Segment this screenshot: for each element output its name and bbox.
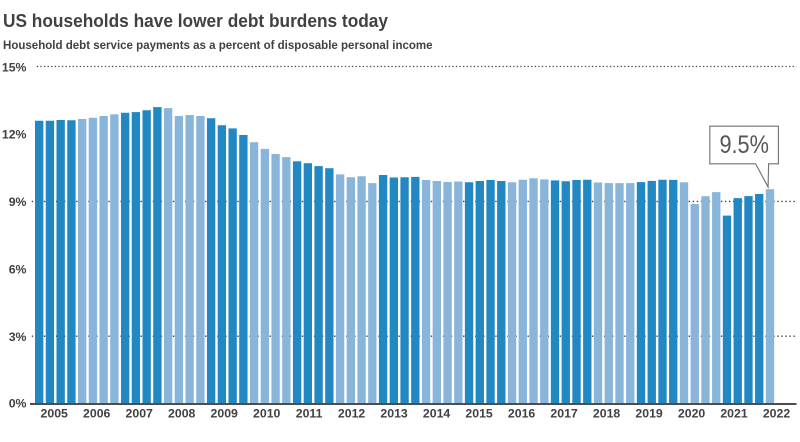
svg-text:2011: 2011: [296, 407, 323, 421]
svg-text:6%: 6%: [9, 263, 27, 277]
svg-text:2006: 2006: [83, 407, 111, 421]
svg-text:2010: 2010: [253, 407, 281, 421]
svg-text:2013: 2013: [380, 407, 408, 421]
svg-text:2021: 2021: [720, 407, 748, 421]
svg-text:2014: 2014: [423, 407, 451, 421]
svg-text:3%: 3%: [9, 330, 27, 344]
svg-text:2018: 2018: [593, 407, 621, 421]
svg-text:2017: 2017: [550, 407, 578, 421]
svg-text:2016: 2016: [508, 407, 536, 421]
svg-text:2022: 2022: [763, 407, 791, 421]
svg-text:2012: 2012: [338, 407, 366, 421]
svg-text:15%: 15%: [2, 60, 27, 74]
svg-text:2007: 2007: [126, 407, 154, 421]
svg-text:9%: 9%: [9, 195, 27, 209]
svg-text:2008: 2008: [168, 407, 196, 421]
svg-text:0%: 0%: [9, 397, 27, 411]
svg-text:2019: 2019: [635, 407, 663, 421]
svg-text:2009: 2009: [211, 407, 239, 421]
svg-text:9.5%: 9.5%: [719, 131, 769, 159]
svg-text:2015: 2015: [465, 407, 493, 421]
svg-text:2020: 2020: [678, 407, 706, 421]
svg-text:12%: 12%: [2, 128, 27, 142]
svg-text:2005: 2005: [41, 407, 69, 421]
